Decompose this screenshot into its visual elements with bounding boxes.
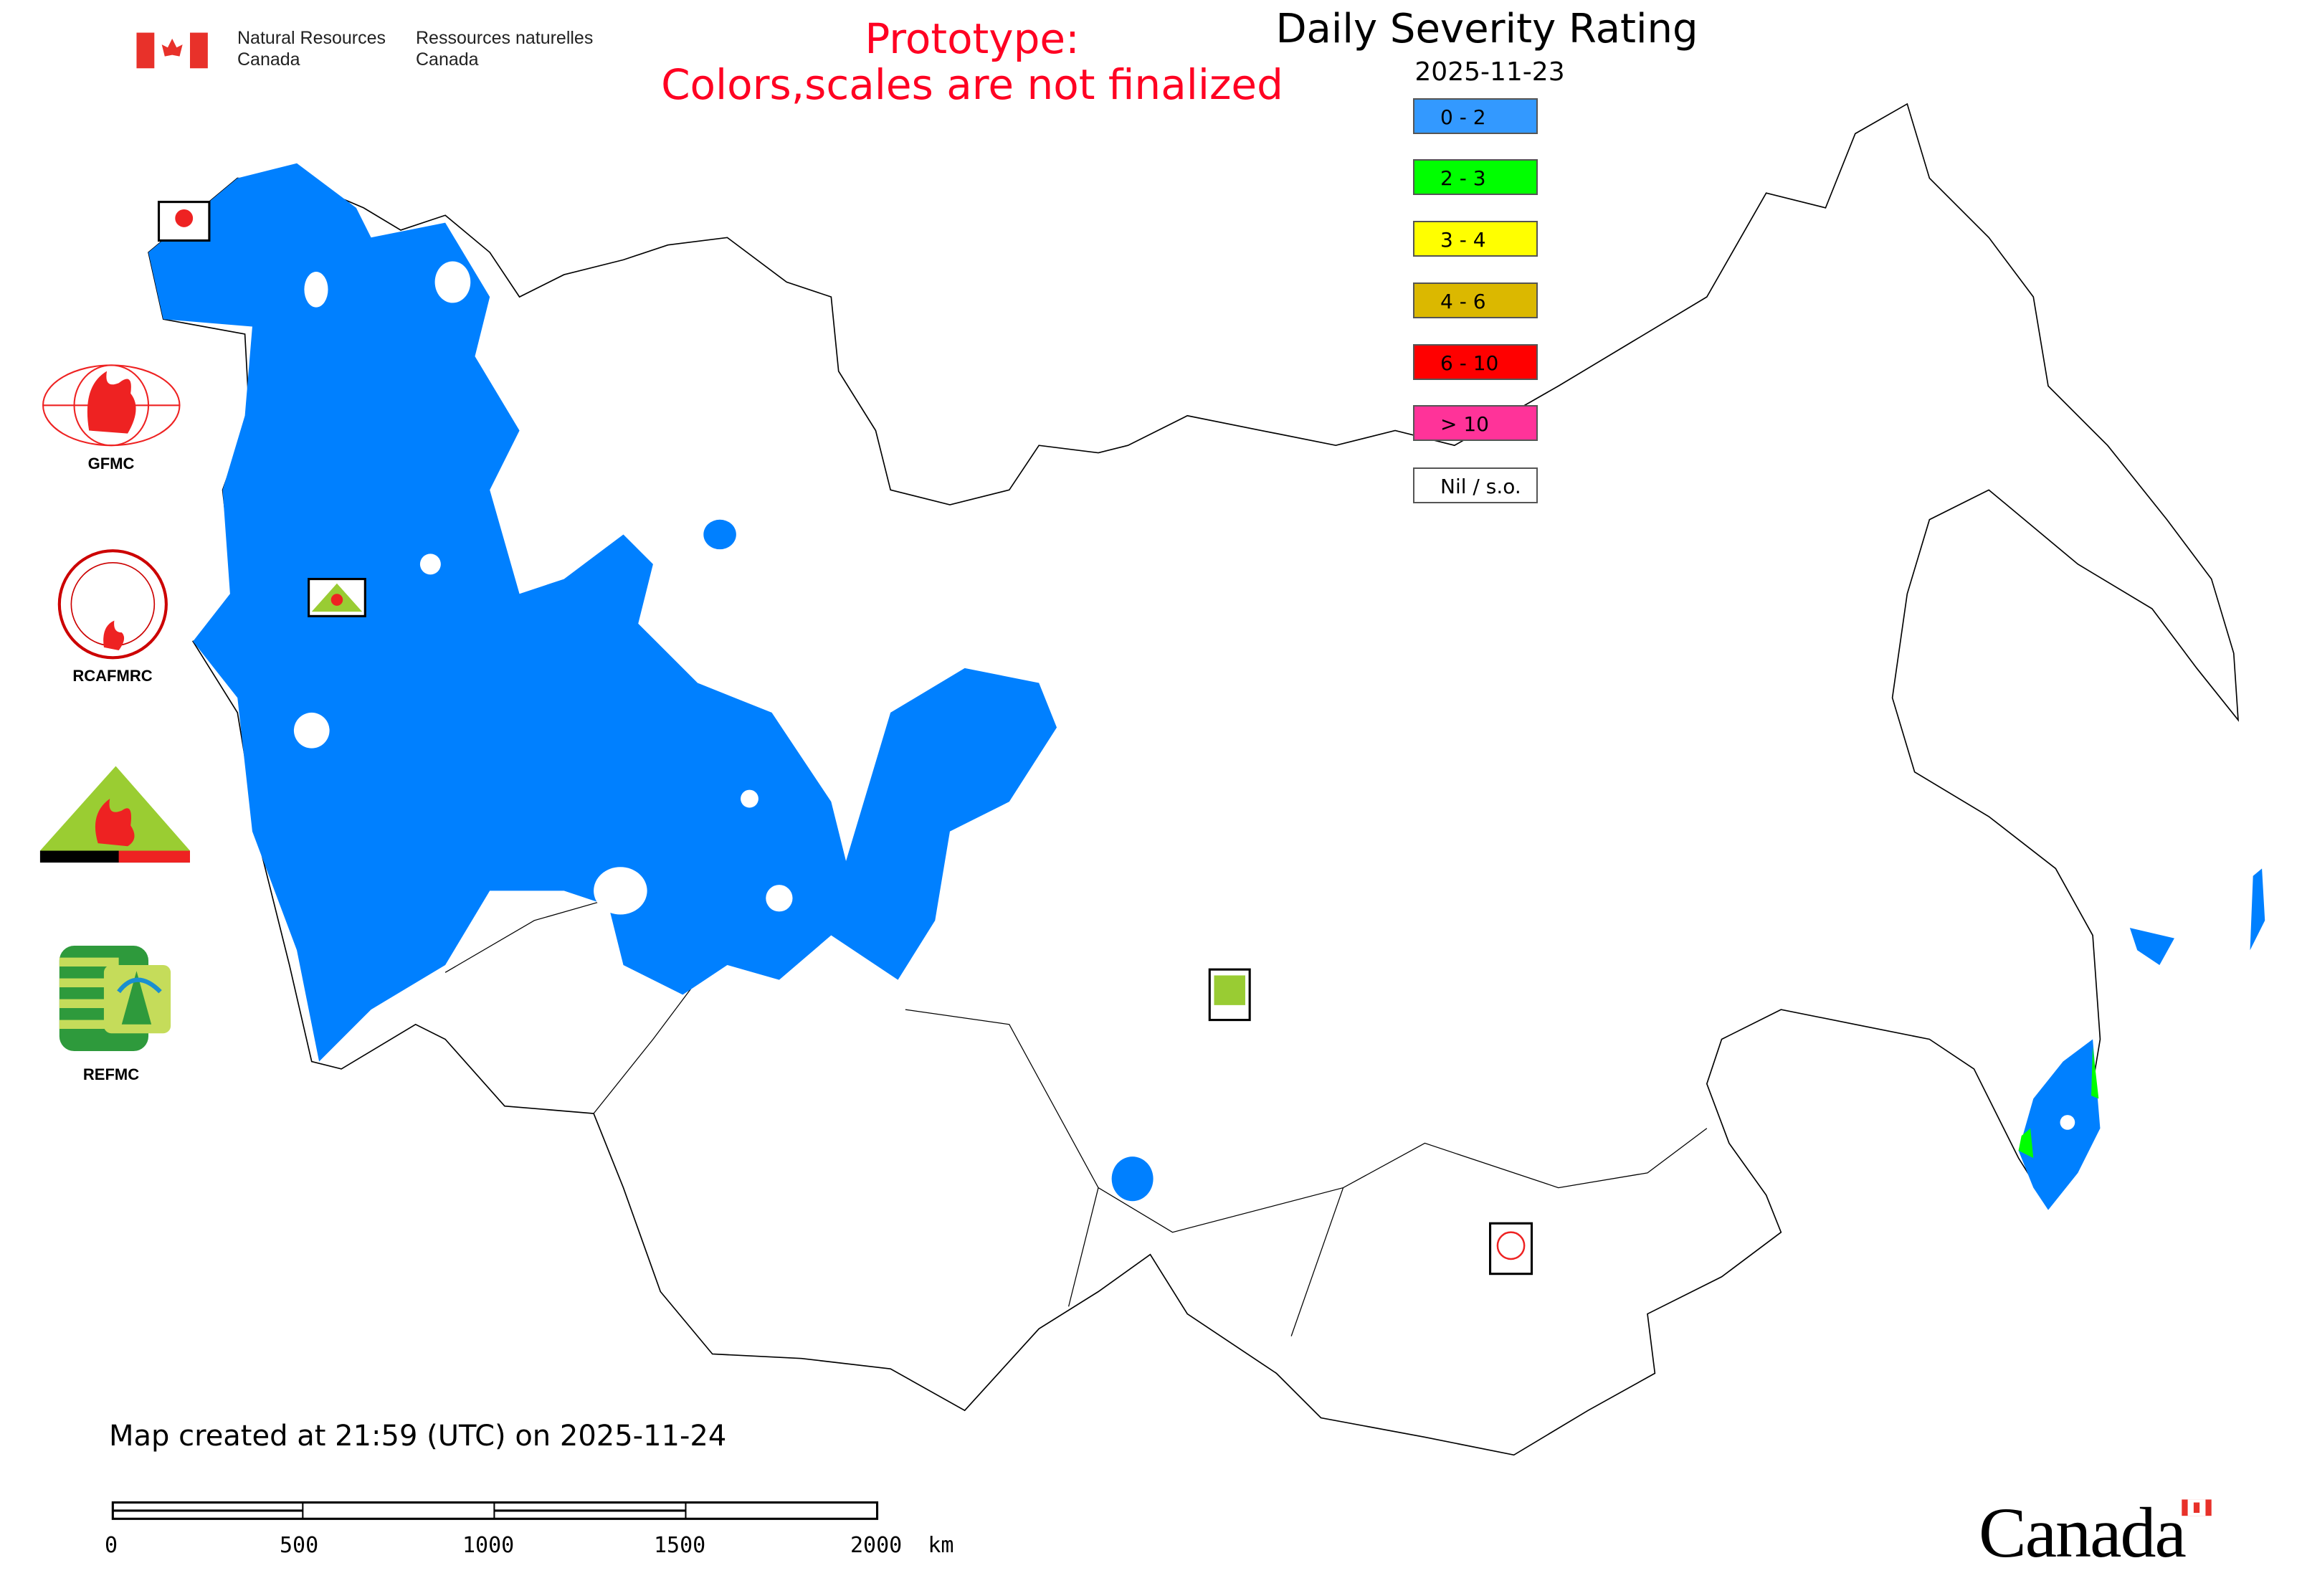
legend-item: 4 - 6: [1413, 282, 1538, 318]
department-line: Natural Resources: [237, 28, 386, 48]
prototype-notice-line2: Colors,scales are not finalized: [661, 60, 1283, 109]
scale-label: 500: [280, 1533, 319, 1558]
lake: [594, 867, 647, 915]
legend-item: 2 - 3: [1413, 159, 1538, 195]
legend-label: Nil / s.o.: [1440, 475, 1521, 498]
scale-label: 1000: [462, 1533, 515, 1558]
department-line: Canada: [416, 49, 479, 70]
scale-label: 0: [105, 1533, 118, 1558]
legend-label: 6 - 10: [1440, 351, 1499, 375]
rcafmrc-logo: [57, 549, 168, 660]
department-line: Ressources naturelles: [416, 28, 594, 48]
severity-area: [703, 519, 736, 550]
department-name-fr: Ressources naturelles Canada: [416, 27, 593, 70]
legend-label: > 10: [1440, 412, 1489, 436]
lake: [419, 554, 441, 575]
refmc-marker: [1208, 968, 1251, 1022]
legend-label: 0 - 2: [1440, 105, 1486, 129]
legend-title: Daily Severity Rating: [1275, 6, 1698, 52]
reefmc-logo: [39, 766, 190, 863]
map-created-timestamp: Map created at 21:59 (UTC) on 2025-11-24: [109, 1420, 727, 1453]
wordmark-flag-icon: [2182, 1499, 2212, 1516]
gfmc-marker: [157, 201, 211, 242]
refmc-label: REFMC: [82, 1065, 140, 1083]
lake: [434, 261, 471, 303]
legend-label: 4 - 6: [1440, 290, 1486, 313]
legend-item: 0 - 2: [1413, 98, 1538, 134]
scale-bar: [111, 1501, 879, 1520]
scale-label: 1500: [654, 1533, 706, 1558]
rcafmrc-marker: [1489, 1222, 1533, 1276]
lake: [2060, 1115, 2075, 1130]
severity-area: [1111, 1156, 1154, 1202]
canada-wordmark: Canada: [1979, 1493, 2187, 1572]
legend-item: 6 - 10: [1413, 344, 1538, 380]
lake: [293, 712, 330, 749]
severity-area-europe: [148, 163, 1057, 1062]
lake: [304, 271, 328, 308]
department-line: Canada: [237, 49, 300, 70]
legend-item: Nil / s.o.: [1413, 467, 1538, 503]
severity-area: [2129, 868, 2265, 965]
scale-label: 2000 km: [850, 1533, 954, 1558]
lake: [766, 885, 793, 912]
legend-label: 2 - 3: [1440, 166, 1486, 190]
legend-date: 2025-11-23: [1414, 57, 1565, 87]
severity-area-far-east: [2018, 1039, 2101, 1210]
canada-flag-icon: [136, 32, 208, 69]
prototype-notice-line1: Prototype:: [865, 14, 1080, 63]
lake: [741, 789, 758, 808]
rcafmrc-label: RCAFMRC: [72, 667, 153, 685]
severity-area-low-green: [2018, 1046, 2099, 1159]
department-name-en: Natural Resources Canada: [237, 27, 386, 70]
legend-item: > 10: [1413, 405, 1538, 441]
refmc-logo: [59, 946, 171, 1052]
legend-item: 3 - 4: [1413, 221, 1538, 257]
gfmc-logo: [42, 364, 181, 447]
gfmc-label: GFMC: [87, 455, 135, 472]
legend-label: 3 - 4: [1440, 228, 1486, 252]
reefmc-marker: [308, 578, 366, 617]
